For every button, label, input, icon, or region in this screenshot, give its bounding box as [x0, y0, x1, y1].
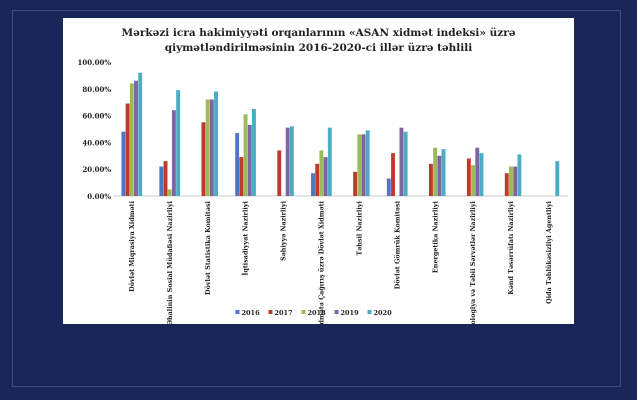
bar-2017-11	[504, 173, 509, 196]
y-tick-label: 60.00%	[82, 112, 111, 121]
bar-2020-7	[365, 130, 370, 196]
bar-2019-2	[171, 110, 176, 196]
y-tick-label: 40.00%	[82, 138, 111, 147]
bar-2017-9	[428, 163, 433, 196]
bar-2019-10	[475, 147, 480, 196]
bar-2017-5	[277, 150, 282, 196]
bar-2017-8	[391, 153, 395, 196]
bar-2019-3	[209, 99, 214, 196]
bar-2017-6	[315, 163, 320, 196]
chart-title-line1: Mərkəzi icra hakimiyyəti orqanlarının «A…	[121, 27, 516, 39]
legend-label-2018: 2018	[308, 309, 327, 317]
category-label: Ekologiya və Təbii Sərvətlər Nazirliyi	[469, 200, 477, 324]
bar-2019-8	[399, 127, 404, 196]
y-tick-label: 80.00%	[82, 85, 111, 94]
chart-panel: Mərkəzi icra hakimiyyəti orqanlarının «A…	[63, 18, 574, 324]
bar-2020-9	[441, 149, 446, 196]
category-label: Kənd Təsərrüfatı Nazirliyi	[507, 200, 515, 294]
category-label: Energetika Nazirliyi	[431, 200, 439, 273]
bar-2018-2	[167, 189, 172, 196]
chart-title-line2: qiymətləndirilməsinin 2016-2020-ci illər…	[164, 42, 473, 54]
category-label: Qida Təhlükəsizliyi Agentliyi	[545, 200, 553, 303]
bar-2019-6	[323, 157, 328, 196]
category-label: Dövlət Miqrasiya Xidməti	[128, 200, 136, 291]
bar-2019-5	[285, 127, 290, 196]
bar-2020-10	[479, 153, 484, 196]
bar-2020-3	[214, 91, 218, 196]
bar-2017-3	[201, 122, 206, 196]
y-tick-label: 0.00%	[87, 192, 111, 201]
legend-label-2019: 2019	[341, 309, 360, 317]
bar-2018-1	[129, 83, 134, 196]
category-label: Dövlət Statistika Komitəsi	[204, 200, 212, 295]
legend-swatch-2018	[301, 310, 306, 314]
bar-2020-1	[138, 72, 143, 196]
bar-2020-6	[327, 127, 332, 196]
category-label: Əmək və Əhalinin Sosial Müdafiəsi Nazirl…	[166, 200, 174, 324]
bar-2016-2	[159, 166, 164, 196]
bar-2019-11	[513, 166, 518, 196]
bar-2020-5	[289, 126, 294, 196]
outer-frame	[12, 10, 621, 387]
bar-2016-4	[235, 133, 240, 196]
bar-2020-2	[176, 90, 181, 196]
legend-swatch-2016	[235, 310, 240, 314]
category-label: İqtisadiyyat Nazirliyi	[241, 200, 250, 275]
bar-2018-11	[509, 166, 513, 196]
legend-label-2017: 2017	[275, 309, 293, 317]
bar-2017-2	[163, 161, 168, 196]
bar-2019-9	[437, 155, 442, 196]
bar-2018-6	[319, 150, 324, 196]
legend-label-2020: 2020	[374, 309, 393, 317]
bar-2019-4	[247, 124, 252, 196]
bar-2018-7	[357, 134, 362, 196]
category-label: Səhiyyə Nazirliyi	[280, 200, 288, 260]
bar-2018-10	[471, 165, 476, 196]
bar-2017-4	[239, 157, 244, 196]
bar-2017-10	[466, 158, 471, 196]
category-label: Təhsil Nazirliyi	[355, 200, 363, 255]
bar-2019-1	[134, 80, 138, 196]
bar-2020-8	[403, 131, 408, 196]
category-label: Səfərbərlik və Hərbi Xidmətə Çağırış üzr…	[318, 200, 326, 324]
bar-2017-1	[125, 103, 130, 196]
bar-2018-3	[205, 99, 210, 196]
legend-label-2016: 2016	[242, 309, 261, 317]
legend-swatch-2019	[334, 310, 339, 314]
bar-2020-12	[555, 161, 560, 196]
bar-2016-6	[311, 173, 315, 196]
bar-2019-7	[361, 134, 366, 196]
bar-2018-4	[243, 114, 248, 196]
bar-2016-1	[121, 131, 126, 196]
bar-chart: 0.00% 20.00% 40.00% 60.00% 80.00% 100.00% Dövl…	[78, 58, 568, 324]
category-label: Dövlət Gömrük Komitəsi	[393, 200, 401, 289]
legend-swatch-2017	[268, 310, 273, 314]
bar-2016-8	[386, 178, 391, 196]
bar-2017-7	[353, 171, 358, 196]
bar-2020-11	[517, 154, 522, 196]
y-tick-label: 20.00%	[82, 165, 111, 174]
y-tick-label: 100.00%	[78, 58, 112, 67]
bar-2020-4	[252, 108, 256, 196]
legend-swatch-2020	[367, 310, 372, 314]
bar-2018-9	[433, 147, 438, 196]
